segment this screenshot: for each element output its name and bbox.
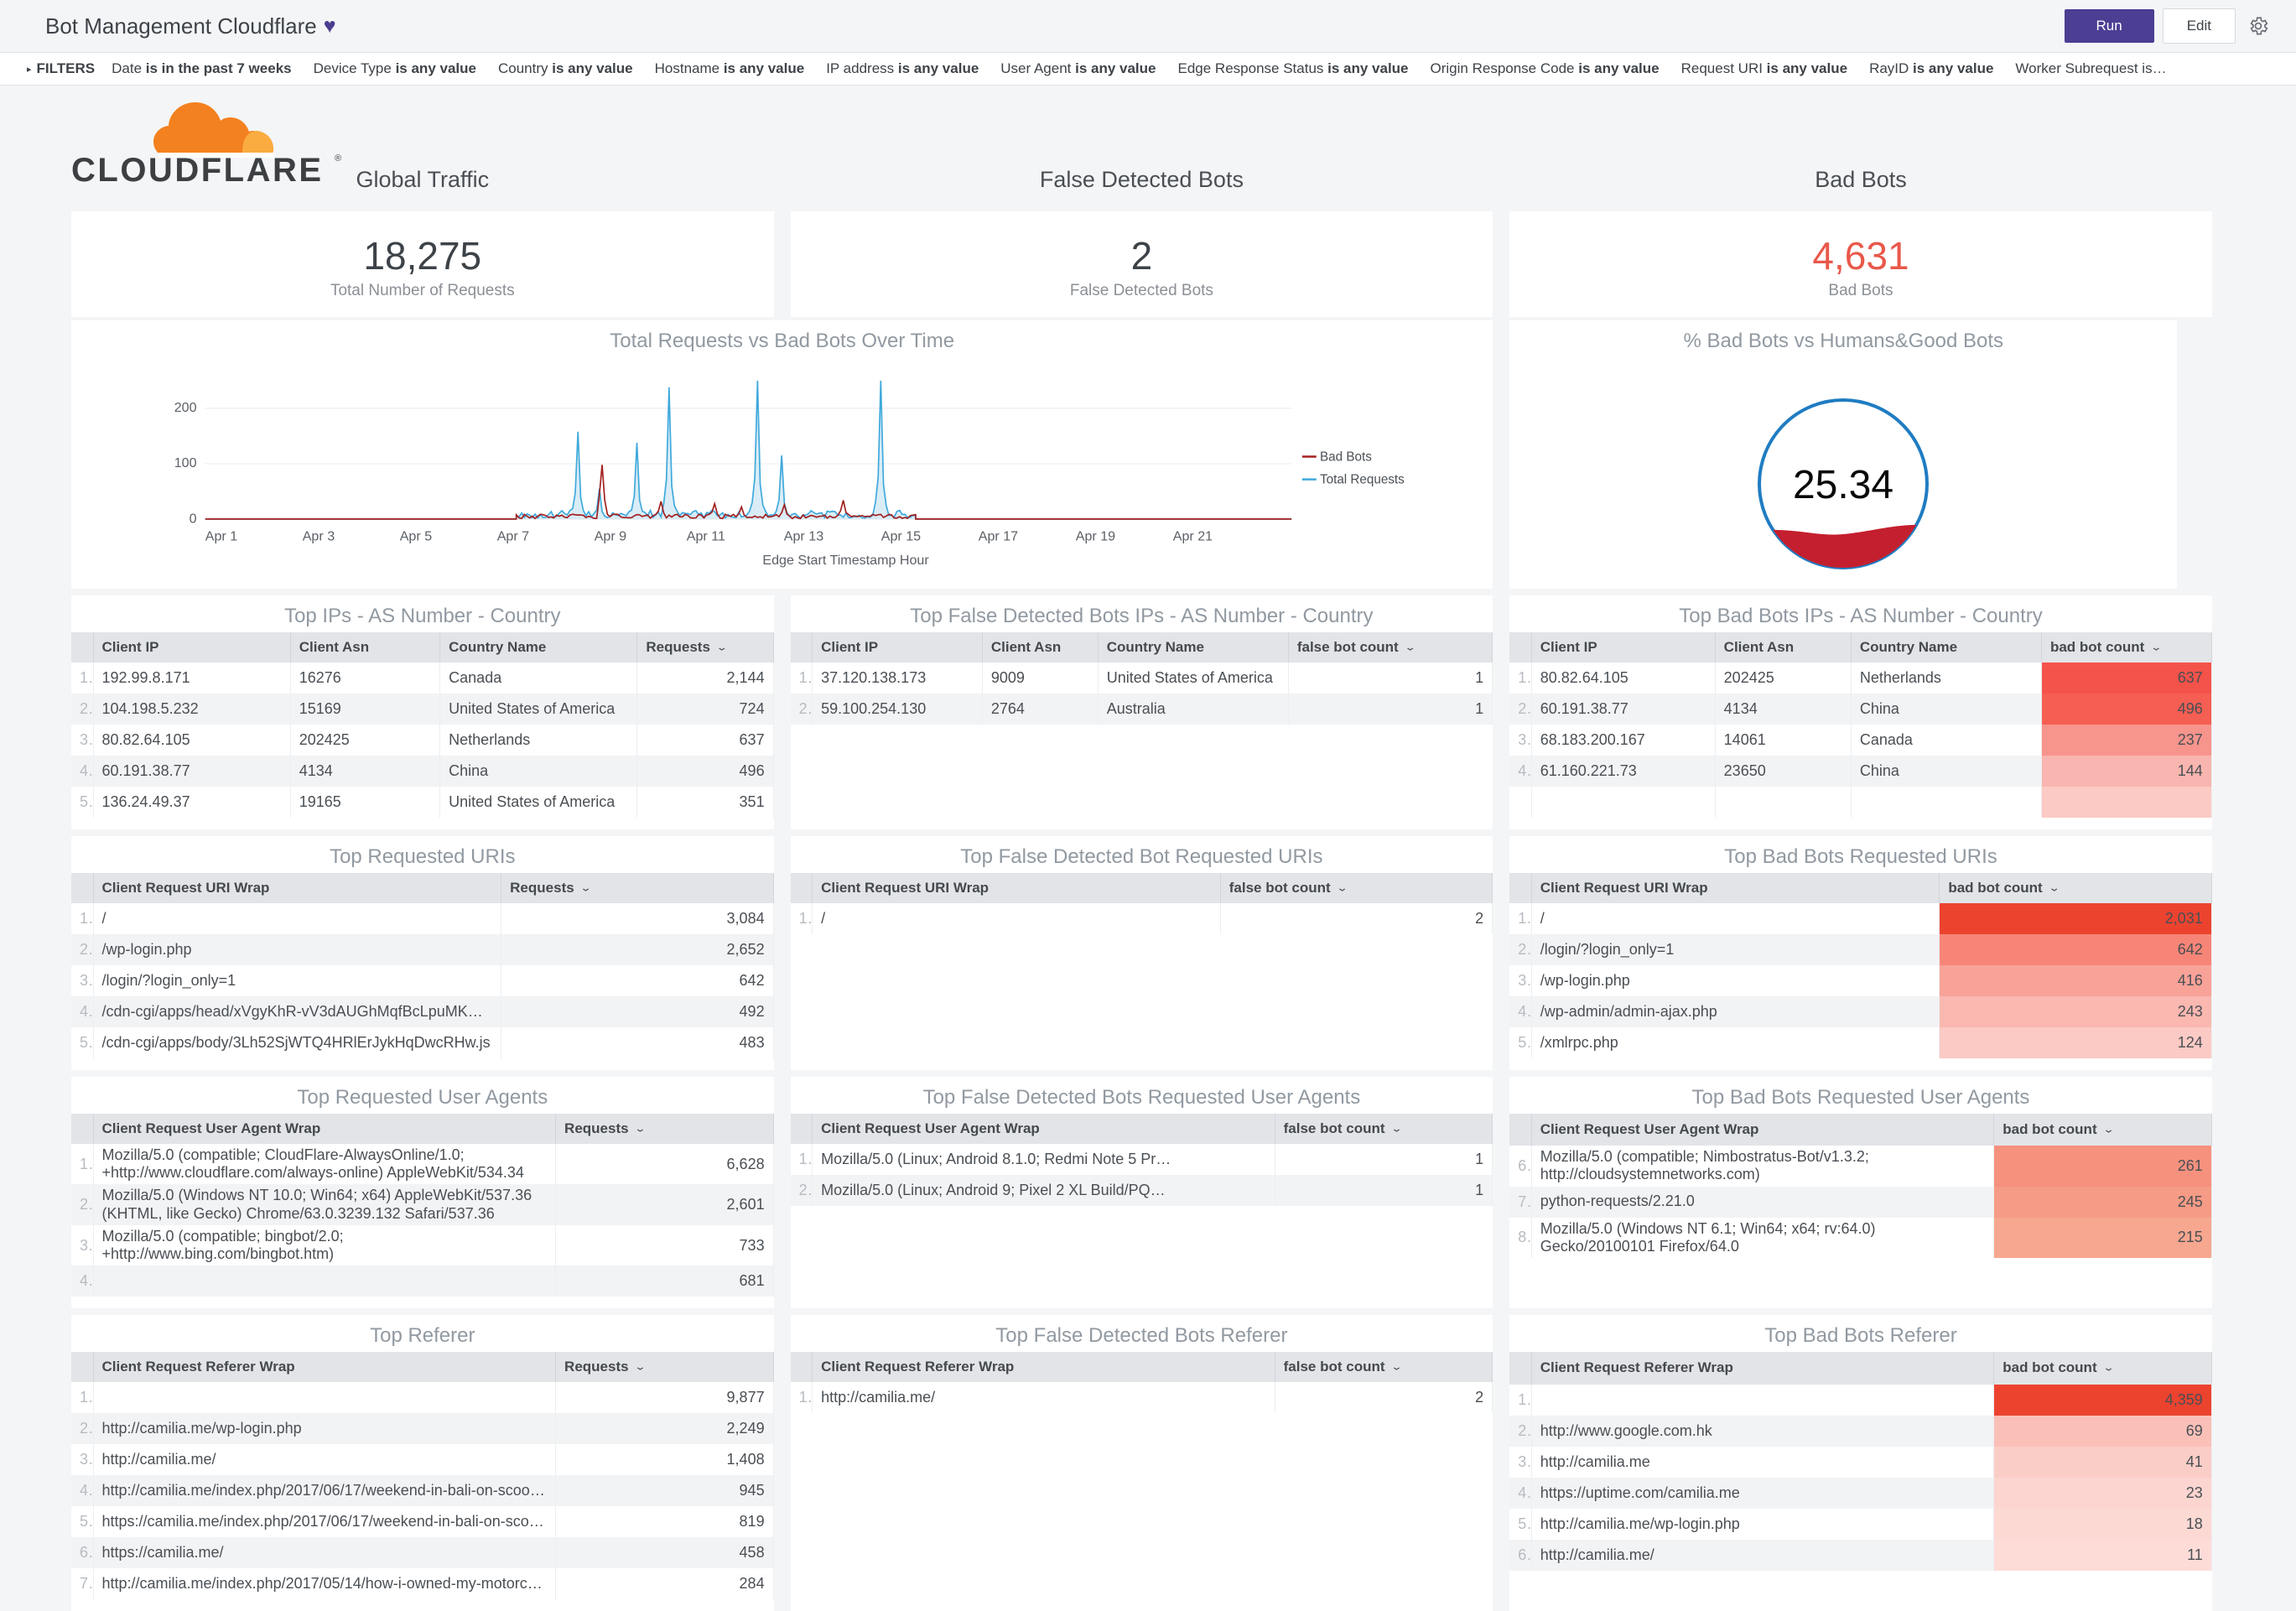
- svg-text:25.34: 25.34: [1793, 463, 1893, 507]
- svg-text:Apr 9: Apr 9: [595, 528, 626, 543]
- svg-text:Apr 11: Apr 11: [687, 528, 725, 543]
- svg-text:Apr 1: Apr 1: [205, 528, 237, 543]
- svg-text:Apr 13: Apr 13: [784, 528, 823, 543]
- svg-text:Apr 5: Apr 5: [400, 528, 432, 543]
- svg-text:Apr 17: Apr 17: [979, 528, 1018, 543]
- svg-text:Apr 7: Apr 7: [497, 528, 529, 543]
- svg-text:®: ®: [335, 153, 341, 164]
- svg-text:CLOUDFLARE: CLOUDFLARE: [71, 152, 324, 188]
- svg-text:Apr 15: Apr 15: [881, 528, 921, 543]
- svg-text:0: 0: [190, 511, 197, 526]
- svg-text:Apr 19: Apr 19: [1076, 528, 1115, 543]
- svg-text:Total Requests: Total Requests: [1320, 473, 1405, 487]
- svg-text:Apr 3: Apr 3: [303, 528, 335, 543]
- svg-text:200: 200: [174, 400, 197, 415]
- svg-text:Bad Bots: Bad Bots: [1320, 450, 1372, 465]
- svg-text:Apr 21: Apr 21: [1173, 528, 1213, 543]
- svg-text:100: 100: [174, 455, 197, 470]
- svg-text:Edge Start Timestamp Hour: Edge Start Timestamp Hour: [762, 553, 929, 568]
